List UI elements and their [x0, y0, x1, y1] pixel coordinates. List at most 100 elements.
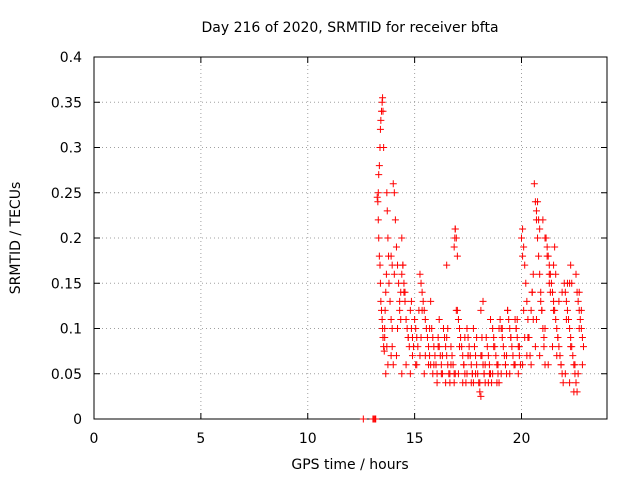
data-point [552, 270, 560, 278]
data-point [545, 279, 553, 287]
data-point [376, 279, 384, 287]
data-point [479, 297, 487, 305]
data-point [515, 343, 523, 351]
data-point [572, 270, 580, 278]
data-point [437, 370, 445, 378]
data-point [390, 189, 398, 197]
data-point [451, 225, 459, 233]
data-point [490, 343, 498, 351]
data-point [478, 334, 486, 342]
data-point [387, 252, 395, 260]
data-point [374, 198, 382, 206]
data-point [448, 352, 456, 360]
data-point [373, 193, 381, 201]
data-point [467, 379, 475, 387]
data-point [402, 315, 410, 323]
data-point [567, 334, 575, 342]
data-point [383, 207, 391, 215]
data-point [572, 379, 580, 387]
data-point [555, 297, 563, 305]
data-point [406, 306, 414, 314]
data-point [435, 315, 443, 323]
data-point [578, 361, 586, 369]
data-point [453, 252, 461, 260]
data-point [519, 225, 527, 233]
data-point [417, 334, 425, 342]
data-point [541, 234, 549, 242]
data-point [447, 343, 455, 351]
data-point [527, 361, 535, 369]
data-point [510, 361, 518, 369]
data-point [506, 325, 514, 332]
data-point [396, 306, 404, 314]
chart-title: Day 216 of 2020, SRMTID for receiver bft… [201, 20, 498, 36]
data-point [359, 415, 367, 423]
data-point [376, 125, 384, 133]
data-point [387, 315, 395, 323]
data-point [406, 370, 414, 378]
data-point [454, 370, 462, 378]
data-point [420, 370, 428, 378]
data-point [551, 243, 559, 251]
data-point [477, 352, 485, 360]
data-point [374, 189, 382, 197]
data-point [546, 288, 554, 296]
data-point [522, 279, 530, 287]
data-point [416, 352, 424, 360]
data-point [566, 379, 574, 387]
data-point [427, 297, 435, 305]
data-point [567, 343, 575, 351]
data-point [469, 325, 477, 332]
data-point [456, 343, 464, 351]
data-point [443, 261, 451, 269]
data-point [508, 343, 516, 351]
data-point [401, 297, 409, 305]
data-point [554, 334, 562, 342]
data-point [507, 334, 515, 342]
data-point [540, 334, 548, 342]
data-point [578, 334, 586, 342]
data-point [375, 162, 383, 170]
data-point [512, 325, 520, 332]
data-point [577, 306, 585, 314]
data-point [461, 334, 469, 342]
data-point [444, 325, 452, 332]
data-point [437, 361, 445, 369]
data-point [434, 334, 442, 342]
data-point [550, 261, 558, 269]
data-point [519, 252, 527, 260]
data-point [400, 279, 408, 287]
data-point [383, 189, 391, 197]
data-point [392, 352, 400, 360]
data-point [398, 370, 406, 378]
data-point [504, 306, 512, 314]
data-point [394, 325, 402, 332]
data-point [464, 352, 472, 360]
data-point [463, 325, 471, 332]
data-point [417, 279, 425, 287]
data-point [433, 379, 441, 387]
data-point [544, 361, 552, 369]
data-point [558, 288, 566, 296]
data-point [499, 343, 507, 351]
tick-labels: 0 5 10 15 20 0 0.05 0.1 0.15 0.2 0.25 0.3 0.35 0.4 [51, 50, 531, 447]
data-point [532, 207, 540, 215]
data-point [426, 325, 434, 332]
data-point [452, 306, 460, 314]
data-point [454, 315, 462, 323]
data-point [411, 315, 419, 323]
x-tick-label: 15 [406, 431, 424, 447]
y-tick-label: 0.3 [60, 141, 82, 157]
y-tick-label: 0.05 [51, 367, 82, 383]
data-point [543, 252, 551, 260]
data-point [534, 234, 542, 242]
data-point [497, 370, 505, 378]
data-point [557, 361, 565, 369]
data-point [566, 325, 574, 332]
data-point [412, 361, 420, 369]
data-point [375, 252, 383, 260]
data-point [390, 270, 398, 278]
data-point [421, 315, 429, 323]
data-point [562, 315, 570, 323]
